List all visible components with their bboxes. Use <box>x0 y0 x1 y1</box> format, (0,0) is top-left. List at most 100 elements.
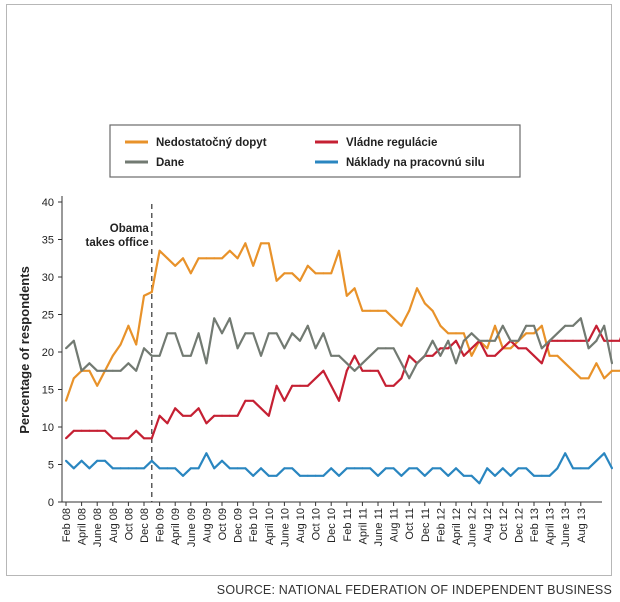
data-point-naklady-na-pracovnu-silu <box>408 467 411 470</box>
data-point-vladne-regulacie <box>127 437 130 440</box>
data-point-naklady-na-pracovnu-silu <box>189 467 192 470</box>
x-tick-label: Aug 12 <box>482 508 494 543</box>
data-point-dane <box>182 354 184 357</box>
data-point-dane <box>205 362 208 365</box>
data-point-vladne-regulacie <box>174 407 177 410</box>
data-point-naklady-na-pracovnu-silu <box>486 467 489 470</box>
data-point-nedostatocny-dopyt <box>291 272 294 275</box>
data-point-nedostatocny-dopyt <box>158 249 161 252</box>
data-point-dane <box>423 354 426 357</box>
data-point-nedostatocny-dopyt <box>595 362 598 365</box>
data-point-vladne-regulacie <box>447 347 450 350</box>
data-point-dane <box>462 339 465 342</box>
obama-annotation: Obama takes office <box>86 204 153 502</box>
data-point-naklady-na-pracovnu-silu <box>72 467 75 470</box>
data-point-dane <box>595 339 598 342</box>
data-point-vladne-regulacie <box>189 414 192 417</box>
x-tick-label: June 10 <box>279 508 291 547</box>
data-point-nedostatocny-dopyt <box>462 332 465 335</box>
data-point-vladne-regulacie <box>322 369 325 372</box>
data-point-vladne-regulacie <box>291 384 294 387</box>
data-point-vladne-regulacie <box>96 429 99 432</box>
data-point-vladne-regulacie <box>470 347 473 350</box>
y-tick-label: 40 <box>42 197 54 209</box>
data-point-nedostatocny-dopyt <box>150 291 153 293</box>
data-point-nedostatocny-dopyt <box>353 287 356 290</box>
data-point-vladne-regulacie <box>525 347 528 350</box>
data-point-naklady-na-pracovnu-silu <box>439 467 442 470</box>
data-point-dane <box>384 347 387 350</box>
data-point-dane <box>322 332 325 335</box>
data-point-dane <box>291 332 294 335</box>
data-point-dane <box>189 354 192 357</box>
data-point-naklady-na-pracovnu-silu <box>353 467 356 470</box>
data-point-naklady-na-pracovnu-silu <box>306 474 309 477</box>
data-point-nedostatocny-dopyt <box>400 324 403 327</box>
data-point-dane <box>228 317 231 320</box>
x-tick-label: Aug 10 <box>295 508 307 543</box>
data-point-naklady-na-pracovnu-silu <box>221 459 223 462</box>
data-point-naklady-na-pracovnu-silu <box>127 467 130 470</box>
data-point-nedostatocny-dopyt <box>533 332 535 335</box>
data-point-nedostatocny-dopyt <box>611 369 613 372</box>
data-point-vladne-regulacie <box>275 384 278 387</box>
x-tick-label: Feb 13 <box>529 508 541 542</box>
data-point-naklady-na-pracovnu-silu <box>416 467 418 470</box>
data-point-vladne-regulacie <box>486 354 489 357</box>
data-point-dane <box>275 332 278 335</box>
data-point-naklady-na-pracovnu-silu <box>236 467 239 470</box>
data-point-dane <box>470 332 473 335</box>
annotation-line1: Obama <box>110 223 150 235</box>
data-point-dane <box>447 339 450 342</box>
data-point-dane <box>158 354 161 357</box>
data-point-dane <box>80 369 83 372</box>
data-point-vladne-regulacie <box>572 339 574 342</box>
data-point-nedostatocny-dopyt <box>260 242 262 245</box>
data-point-vladne-regulacie <box>384 384 387 387</box>
data-point-dane <box>501 324 504 327</box>
x-tick-label: June 08 <box>92 508 104 547</box>
data-point-nedostatocny-dopyt <box>119 343 122 346</box>
data-point-vladne-regulacie <box>611 339 613 342</box>
data-point-nedostatocny-dopyt <box>65 399 67 402</box>
data-point-naklady-na-pracovnu-silu <box>158 467 161 470</box>
data-point-vladne-regulacie <box>143 437 145 440</box>
data-point-naklady-na-pracovnu-silu <box>252 474 255 477</box>
data-point-nedostatocny-dopyt <box>236 257 239 260</box>
data-point-vladne-regulacie <box>361 369 364 372</box>
data-point-dane <box>353 369 356 372</box>
data-point-naklady-na-pracovnu-silu <box>517 467 520 470</box>
data-point-dane <box>377 347 379 350</box>
data-point-nedostatocny-dopyt <box>556 354 559 357</box>
data-point-nedostatocny-dopyt <box>470 354 473 357</box>
data-point-dane <box>486 339 489 342</box>
data-point-naklady-na-pracovnu-silu <box>533 474 535 477</box>
data-point-vladne-regulacie <box>260 407 262 410</box>
data-point-naklady-na-pracovnu-silu <box>111 467 114 470</box>
data-point-naklady-na-pracovnu-silu <box>470 474 473 477</box>
data-point-nedostatocny-dopyt <box>431 309 434 312</box>
data-point-nedostatocny-dopyt <box>252 264 255 267</box>
data-point-naklady-na-pracovnu-silu <box>392 467 395 470</box>
data-point-dane <box>408 377 411 380</box>
data-point-naklady-na-pracovnu-silu <box>455 467 457 470</box>
data-point-dane <box>96 369 99 372</box>
y-tick-label: 15 <box>42 385 54 397</box>
data-point-naklady-na-pracovnu-silu <box>540 474 543 477</box>
y-tick-label: 30 <box>42 272 54 284</box>
y-tick-label: 5 <box>48 460 54 472</box>
data-point-dane <box>65 347 67 350</box>
data-point-naklady-na-pracovnu-silu <box>166 467 169 470</box>
data-point-dane <box>392 347 395 350</box>
data-point-naklady-na-pracovnu-silu <box>150 459 153 462</box>
data-point-dane <box>221 332 223 335</box>
data-point-dane <box>260 354 262 357</box>
data-point-nedostatocny-dopyt <box>572 369 574 372</box>
data-point-nedostatocny-dopyt <box>182 257 184 260</box>
data-point-vladne-regulacie <box>603 339 606 342</box>
x-tick-label: Feb 09 <box>155 508 167 542</box>
x-tick-label: Oct 08 <box>123 508 135 540</box>
data-point-dane <box>283 347 286 350</box>
x-tick-label: Feb 10 <box>248 508 260 542</box>
data-point-dane <box>369 354 372 357</box>
